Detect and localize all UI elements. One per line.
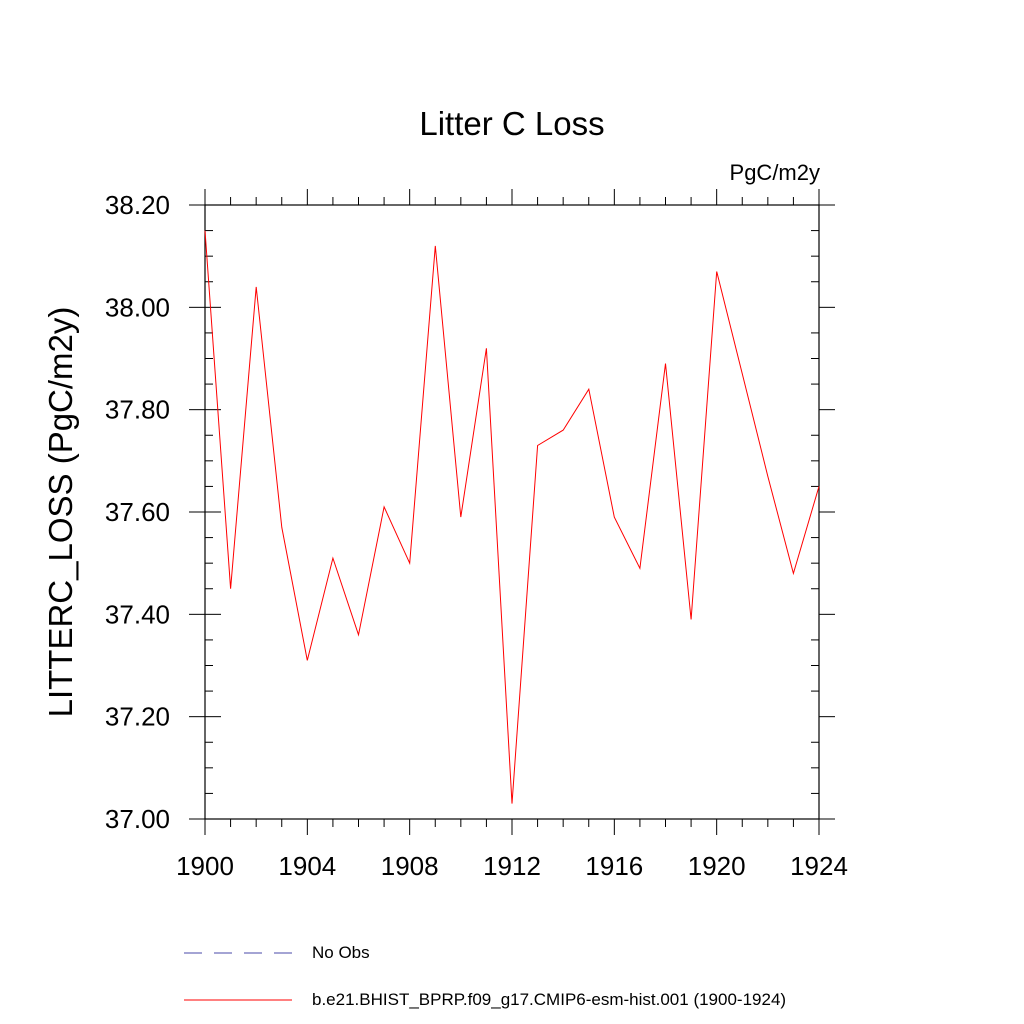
x-tick-label: 1908	[381, 851, 439, 881]
y-tick-label: 37.60	[105, 497, 170, 527]
series-line	[204, 230, 820, 804]
y-tick-label: 38.00	[105, 292, 170, 322]
plot-frame	[204, 204, 820, 820]
units-label: PgC/m2y	[730, 160, 820, 185]
x-tick-label: 1916	[585, 851, 643, 881]
y-tick-labels: 37.00 37.20 37.40 37.60 37.80 38.00 38.20	[105, 190, 170, 834]
x-tick-label: 1924	[790, 851, 848, 881]
axis-ticks	[189, 189, 835, 835]
y-tick-label: 37.00	[105, 804, 170, 834]
y-tick-label: 37.40	[105, 599, 170, 629]
legend-item-no-obs: No Obs	[184, 943, 370, 963]
y-tick-label: 37.80	[105, 395, 170, 425]
x-tick-label: 1920	[688, 851, 746, 881]
x-tick-label: 1904	[278, 851, 336, 881]
legend-label: No Obs	[312, 943, 370, 962]
y-axis-label: LITTERC_LOSS (PgC/m2y)	[42, 307, 79, 718]
legend-swatch-dashed	[184, 952, 292, 954]
x-tick-label: 1900	[176, 851, 234, 881]
chart-title: Litter C Loss	[419, 105, 604, 142]
y-tick-label: 37.20	[105, 702, 170, 732]
x-tick-label: 1912	[483, 851, 541, 881]
x-tick-labels: 1900 1904 1908 1912 1916 1920 1924	[176, 851, 848, 881]
y-tick-label: 38.20	[105, 190, 170, 220]
legend-item-series: b.e21.BHIST_BPRP.f09_g17.CMIP6-esm-hist.…	[184, 990, 786, 1010]
series-group	[204, 230, 820, 804]
legend-label: b.e21.BHIST_BPRP.f09_g17.CMIP6-esm-hist.…	[312, 990, 787, 1009]
legend-swatch-solid	[184, 999, 292, 1001]
